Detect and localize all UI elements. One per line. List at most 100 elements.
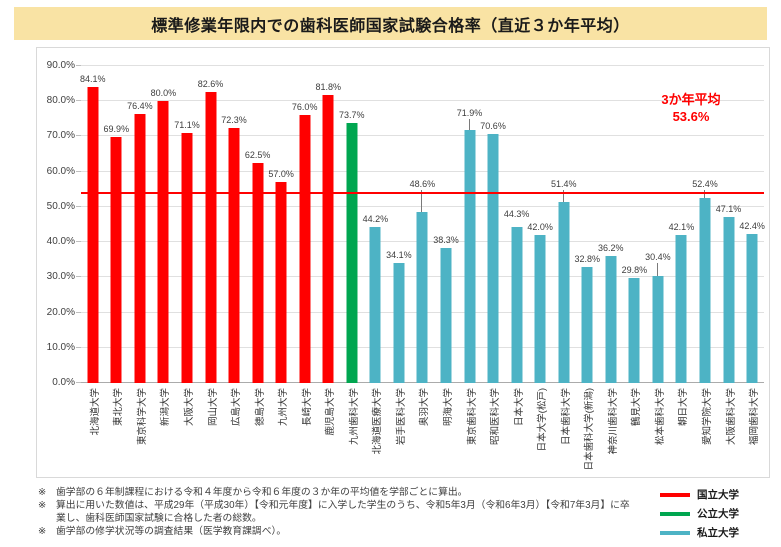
footnote-marker: ※ [38,487,47,498]
bar-value-label: 29.8% [621,265,648,276]
label-leader-line [704,190,706,199]
x-category-label: 日本大学(松戸) [537,388,549,452]
x-category: 東京歯科大学 [458,386,482,476]
x-axis-labels: 北海道大学 東北大学 東京科学大学 新潟大学 大阪大学 岡山大学 広島大学 徳島大学 九州大学長… [81,386,764,476]
x-category: 愛知学院大学 [693,386,717,476]
legend-label: 国立大学 [697,489,739,501]
legend-item: 私立大学 [660,525,739,540]
x-category-label: 奥羽大学 [419,388,431,427]
y-tick-label: 60.0% [46,165,75,177]
bar-group: 42.1% [668,66,695,383]
x-category-label: 九州大学 [278,388,290,427]
x-category-label: 九州歯科大学 [348,388,360,446]
bar-value-label: 62.5% [244,149,271,160]
x-category: 北海道大学 [81,386,105,476]
x-category-label: 東京科学大学 [136,388,148,446]
x-category-label: 広島大学 [231,388,243,427]
y-tick-label: 30.0% [46,271,75,283]
bar-group: 34.1% [386,66,412,383]
bar-value-label: 42.1% [668,221,695,232]
gridline [81,100,764,102]
average-annotation-value: 53.6% [672,108,710,124]
bar [157,101,169,383]
bar [628,278,640,383]
bar [181,132,193,383]
x-category-label: 愛知学院大学 [701,388,713,446]
bar-group: 62.5% [244,66,271,383]
bar-value-label: 47.1% [715,204,742,215]
y-tick-label: 20.0% [46,306,75,318]
bar [605,255,617,383]
x-category: 奥羽大学 [411,386,435,476]
footnote-text: 歯学部の修学状況等の調査結果（医学教育課調べ）。 [56,525,287,537]
bar-group: 80.0% [151,66,176,383]
bar-group: 52.4% [692,66,718,383]
footnote: ※ 歯学部の６年制課程における令和４年度から令和６年度の３か年の平均値を学部ごとに… [38,487,638,500]
bar [322,94,334,383]
bar [440,248,452,383]
footnote-text: 算出に用いた数値は、平成29年（平成30年）【令和元年度】に入学した学生のうち、… [56,499,630,524]
legend-item: 国立大学 [660,487,739,502]
x-category: 日本大学(松戸) [528,386,552,476]
bar [699,198,711,383]
legend-swatch [660,492,690,497]
y-tick-label: 40.0% [46,236,75,248]
x-category-label: 東京歯科大学 [466,388,478,446]
bar-value-label: 81.8% [315,81,341,92]
x-category-label: 徳島大学 [254,388,266,427]
average-annotation: 3か年平均 53.6% [621,92,761,126]
bar [746,233,758,383]
x-category-label: 神奈川歯科大学 [607,388,619,455]
y-tick-mark [76,65,81,66]
y-axis: 0.0% 10.0% 20.0% 30.0% 40.0% 50.0% 60.0% 70.0% 8… [37,60,77,388]
bar [675,234,687,383]
y-tick-mark [76,276,81,278]
x-category-label: 東北大学 [113,388,125,427]
x-category: 松本歯科大学 [646,386,670,476]
plot-area: 84.1% 69.9% 76.4% 80.0% 71.1% 82.6% 72.3% 62.5%… [76,65,765,383]
bar-value-label: 36.2% [598,242,624,253]
bar-value-label: 73.7% [339,110,365,121]
bar [534,235,546,383]
bar-value-label: 30.4% [645,252,671,263]
x-category-label: 岩手医科大学 [395,388,407,446]
bar [511,226,523,383]
x-category: 広島大学 [222,386,246,476]
bar-group: 76.4% [127,66,153,383]
bar-value-label: 70.6% [480,121,506,132]
legend-swatch [660,511,690,516]
bar [723,217,735,383]
bar-group: 42.0% [527,66,553,383]
bar-series: 84.1% 69.9% 76.4% 80.0% 71.1% 82.6% 72.3% 62.5%… [80,66,765,383]
x-category: 日本大学 [505,386,529,476]
gridline [81,135,764,137]
y-tick-mark [76,346,81,348]
bar [134,113,146,383]
x-category-label: 明海大学 [442,388,454,427]
bar [252,162,264,383]
bar-group: 73.7% [339,66,365,383]
legend-item: 公立大学 [660,506,739,521]
y-tick-mark [76,100,81,102]
y-tick-label: 80.0% [46,95,75,107]
gridline [81,170,764,172]
bar-group: 84.1% [80,66,106,383]
x-category: 東京科学大学 [128,386,152,476]
x-category: 大阪歯科大学 [717,386,741,476]
x-category: 明海大学 [434,386,458,476]
bar-group: 29.8% [621,66,648,383]
x-category-label: 大阪大学 [183,388,195,427]
bar-value-label: 52.4% [692,179,718,190]
bar [369,227,381,383]
x-category: 日本歯科大学 [552,386,576,476]
x-category-label: 朝日大学 [678,388,690,427]
bar-group: 72.3% [221,66,247,383]
gridline [81,65,764,66]
bar-group: 71.1% [174,66,200,383]
x-category-label: 岡山大学 [207,388,219,427]
bar-value-label: 32.8% [574,254,601,265]
bar-value-label: 57.0% [268,169,294,180]
y-tick-label: 50.0% [46,200,75,212]
bar-value-label: 42.4% [739,220,765,231]
bar-group: 48.6% [410,66,435,383]
